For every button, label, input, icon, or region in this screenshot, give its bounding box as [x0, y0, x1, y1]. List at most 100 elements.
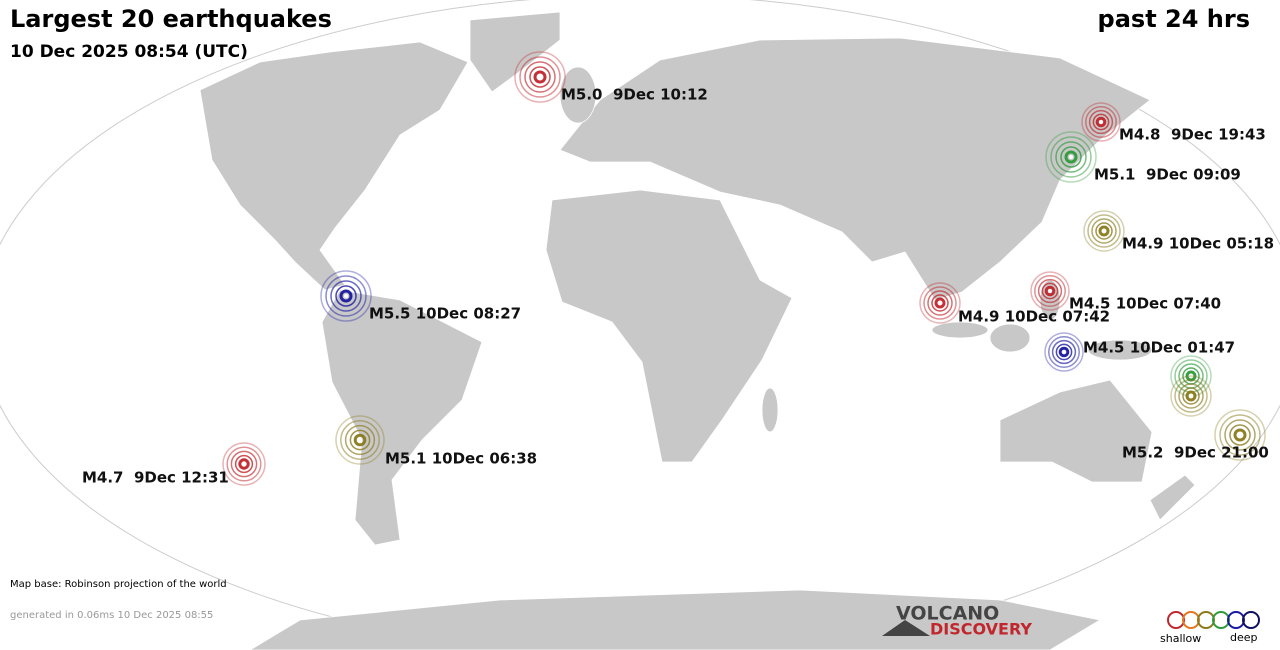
quake-ring — [1087, 214, 1121, 248]
subtitle: 10 Dec 2025 08:54 (UTC) — [10, 42, 248, 62]
quake-ring — [923, 286, 957, 320]
quake-ring — [524, 61, 556, 93]
quake-label: M5.5 10Dec 08:27 — [369, 305, 521, 323]
quake-label: M4.5 10Dec 07:40 — [1069, 295, 1221, 313]
quake-ring — [1214, 409, 1266, 461]
quake-ring — [1233, 428, 1247, 442]
logo-bottom: DISCOVERY — [930, 620, 1032, 639]
quake-label: M4.5 10Dec 01:47 — [1083, 339, 1235, 357]
logo-icon — [882, 620, 930, 636]
land — [199, 11, 1196, 650]
quake-ring — [1170, 375, 1212, 417]
quake-label: M5.2 9Dec 21:00 — [1122, 444, 1269, 462]
quake-ring — [1224, 419, 1256, 451]
quake-marker — [1214, 409, 1266, 461]
period: past 24 hrs — [1098, 5, 1250, 33]
quake-ring — [1083, 210, 1125, 252]
quake-ring — [1034, 275, 1066, 307]
quake-marker — [1044, 332, 1084, 372]
quake-ring — [1219, 414, 1261, 456]
quake-ring — [339, 289, 353, 303]
generated-note: generated in 0.06ms 10 Dec 2025 08:55 — [10, 610, 213, 621]
logo-top: VOLCANO — [896, 603, 999, 625]
quake-ring — [344, 424, 376, 456]
quake-ring — [1037, 278, 1063, 304]
map-base-note: Map base: Robinson projection of the wor… — [10, 579, 227, 590]
depth-legend — [1167, 611, 1260, 629]
quake-ring — [1229, 424, 1251, 446]
quake-ring — [519, 56, 561, 98]
quake-ring — [340, 420, 380, 460]
quake-center — [1189, 374, 1193, 378]
quake-ring — [1095, 116, 1107, 128]
quake-center — [1048, 289, 1052, 293]
quake-ring — [1058, 346, 1070, 358]
quake-ring — [1185, 390, 1197, 402]
quake-ring — [919, 282, 961, 324]
quake-ring — [514, 51, 566, 103]
quake-label: M4.9 10Dec 07:42 — [958, 308, 1110, 326]
quake-marker — [1045, 131, 1097, 183]
quake-label: M5.1 9Dec 09:09 — [1094, 166, 1241, 184]
quake-center — [1069, 155, 1073, 159]
quake-marker — [1170, 375, 1212, 417]
legend-shallow: shallow — [1160, 632, 1201, 645]
quake-marker — [919, 282, 961, 324]
quake-ring — [320, 270, 372, 322]
quake-label: M5.0 9Dec 10:12 — [561, 86, 708, 104]
quake-ring — [330, 280, 362, 312]
quake-center — [358, 438, 362, 442]
quake-ring — [1178, 383, 1204, 409]
quake-center — [242, 462, 246, 466]
quake-center — [1238, 433, 1242, 437]
quake-ring — [222, 442, 266, 486]
quake-ring — [1044, 285, 1056, 297]
quake-ring — [335, 415, 385, 465]
quake-center — [1102, 229, 1106, 233]
quake-ring — [1085, 106, 1117, 138]
quake-marker — [320, 270, 372, 322]
quake-ring — [353, 433, 367, 447]
quake-ring — [1041, 282, 1059, 300]
quake-ring — [1095, 222, 1113, 240]
quake-ring — [1051, 339, 1077, 365]
quake-label: M4.7 9Dec 12:31 — [82, 469, 229, 487]
quake-ring — [1048, 336, 1080, 368]
quake-ring — [226, 446, 262, 482]
legend-deep: deep — [1230, 631, 1258, 644]
quake-ring — [533, 70, 547, 84]
quake-center — [1062, 350, 1066, 354]
quake-ring — [335, 285, 357, 307]
quake-ring — [1092, 113, 1110, 131]
quake-marker — [514, 51, 566, 103]
quake-ring — [1045, 131, 1097, 183]
quake-marker — [1081, 102, 1121, 142]
quake-ring — [234, 454, 254, 474]
quake-label: M5.1 10Dec 06:38 — [385, 450, 537, 468]
quake-marker — [335, 415, 385, 465]
quake-ring — [349, 429, 371, 451]
quake-center — [938, 301, 942, 305]
quake-ring — [1098, 225, 1110, 237]
quake-ring — [934, 297, 946, 309]
quakes: M5.0 9Dec 10:12 M4.8 9Dec 19:43 M5.1 9Dec … — [82, 51, 1274, 487]
quake-ring — [1088, 109, 1114, 135]
quake-ring — [325, 275, 367, 317]
quake-label: M4.9 10Dec 05:18 — [1122, 235, 1274, 253]
quake-center — [1189, 394, 1193, 398]
quake-ring — [1044, 332, 1084, 372]
quake-ring — [927, 290, 953, 316]
quake-ring — [1064, 150, 1078, 164]
quake-ring — [529, 66, 551, 88]
quake-ring — [1060, 146, 1082, 168]
quake-ring — [230, 450, 258, 478]
quake-marker — [1030, 271, 1070, 311]
quake-ring — [1182, 387, 1200, 405]
quake-ring — [1050, 136, 1092, 178]
quake-center — [1099, 120, 1103, 124]
quake-ring — [238, 458, 250, 470]
quake-ring — [1174, 379, 1208, 413]
quake-ring — [1055, 343, 1073, 361]
quake-center — [344, 294, 348, 298]
